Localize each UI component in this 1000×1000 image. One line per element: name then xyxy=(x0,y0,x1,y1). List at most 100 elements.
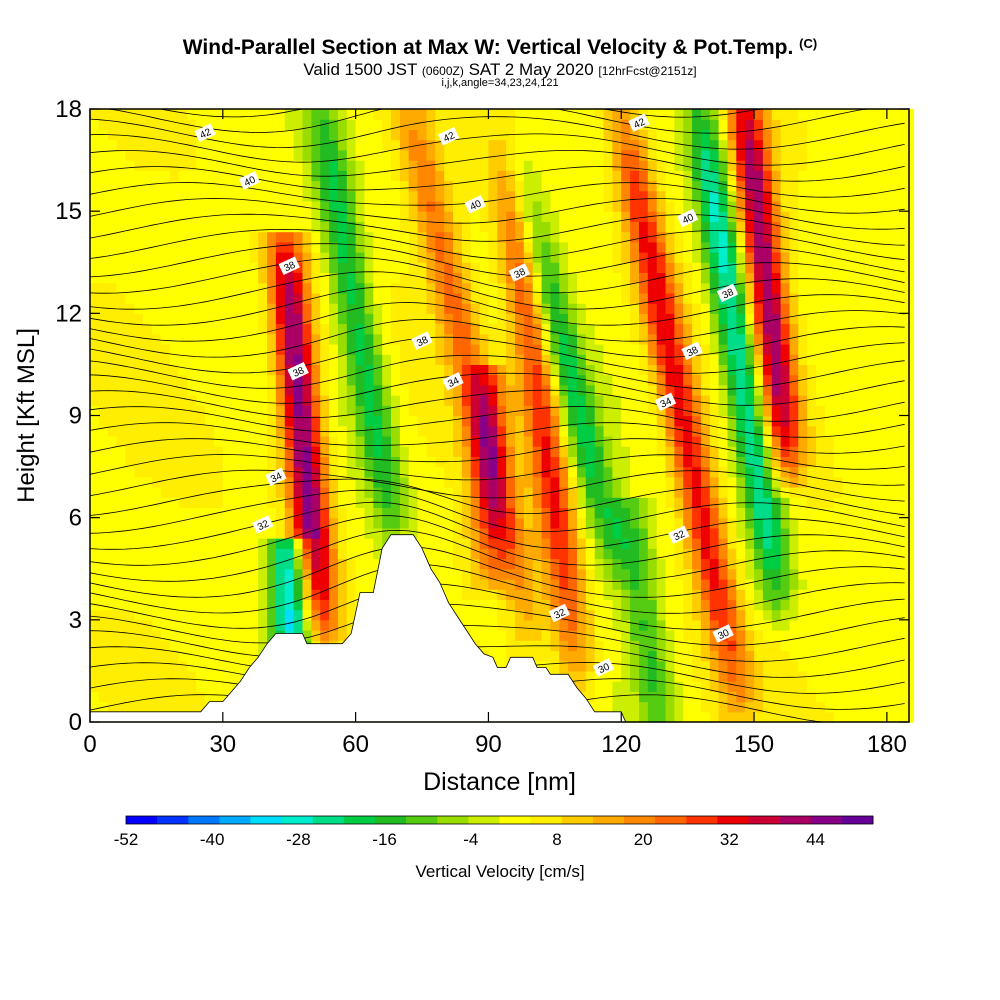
field-cell xyxy=(683,282,693,294)
field-cell xyxy=(656,599,667,611)
field-cell xyxy=(249,527,259,539)
field-cell xyxy=(798,149,808,161)
field-cell xyxy=(178,517,188,529)
field-cell xyxy=(789,364,799,376)
field-cell xyxy=(532,558,543,570)
field-cell xyxy=(692,660,702,672)
field-cell xyxy=(373,354,383,365)
field-cell xyxy=(709,497,720,508)
field-cell xyxy=(585,333,596,345)
field-cell xyxy=(709,129,720,141)
field-cell xyxy=(718,313,729,325)
field-cell xyxy=(762,292,773,304)
field-cell xyxy=(284,303,295,314)
field-cell xyxy=(293,149,304,161)
field-cell xyxy=(647,548,658,560)
field-cell xyxy=(417,395,428,406)
field-cell xyxy=(408,487,419,498)
field-cell xyxy=(647,292,658,304)
field-cell xyxy=(479,558,490,570)
field-cell xyxy=(205,589,215,600)
field-cell xyxy=(284,119,295,130)
field-cell xyxy=(585,149,596,161)
field-cell xyxy=(798,160,808,171)
field-cell xyxy=(311,589,321,600)
field-cell xyxy=(267,548,277,560)
field-cell xyxy=(169,568,180,580)
field-cell xyxy=(258,364,268,376)
field-cell xyxy=(444,497,454,508)
field-cell xyxy=(550,425,560,437)
field-cell xyxy=(461,395,472,406)
field-cell xyxy=(160,323,171,335)
field-cell xyxy=(523,282,534,294)
field-cell xyxy=(187,333,197,345)
field-cell xyxy=(470,180,481,192)
field-cell xyxy=(692,374,702,386)
field-cell xyxy=(559,579,569,590)
field-cell xyxy=(178,139,188,151)
field-cell xyxy=(417,354,428,365)
field-cell xyxy=(337,323,348,335)
field-cell xyxy=(683,119,693,130)
field-cell xyxy=(364,456,374,468)
field-cell xyxy=(577,262,587,273)
field-cell xyxy=(249,190,259,202)
field-cell xyxy=(789,466,799,478)
field-cell xyxy=(754,395,764,406)
field-cell xyxy=(789,292,799,304)
field-cell xyxy=(488,231,498,243)
field-cell xyxy=(603,507,613,519)
field-cell xyxy=(780,109,791,120)
field-cell xyxy=(461,446,472,457)
field-cell xyxy=(683,231,693,243)
field-cell xyxy=(346,568,357,580)
field-cell xyxy=(399,282,410,294)
field-cell xyxy=(399,527,410,539)
field-cell xyxy=(107,568,118,580)
field-cell xyxy=(178,691,188,703)
field-cell xyxy=(364,405,374,417)
field-cell xyxy=(293,384,304,396)
field-cell xyxy=(745,527,755,539)
field-cell xyxy=(116,609,127,621)
field-cell xyxy=(639,313,649,325)
field-cell xyxy=(391,190,401,202)
field-cell xyxy=(461,211,472,222)
field-cell xyxy=(568,303,578,314)
field-cell xyxy=(196,548,206,560)
field-cell xyxy=(196,160,206,171)
field-cell xyxy=(205,681,215,692)
field-cell xyxy=(816,446,826,457)
field-cell xyxy=(674,630,684,641)
field-cell xyxy=(603,670,613,682)
field-cell xyxy=(320,149,330,161)
field-cell xyxy=(577,333,587,345)
field-cell xyxy=(559,170,569,182)
field-cell xyxy=(382,425,392,437)
field-cell xyxy=(214,517,224,529)
field-cell xyxy=(160,221,171,233)
field-cell xyxy=(780,599,791,611)
field-cell xyxy=(311,435,321,447)
field-cell xyxy=(727,487,737,498)
field-cell xyxy=(337,456,348,468)
field-cell xyxy=(745,415,755,427)
field-cell xyxy=(125,395,135,406)
field-cell xyxy=(674,476,684,488)
field-cell xyxy=(780,701,791,713)
field-cell xyxy=(160,364,171,376)
field-cell xyxy=(630,476,640,488)
field-cell xyxy=(550,568,560,580)
field-cell xyxy=(515,425,525,437)
field-cell xyxy=(196,241,206,253)
field-cell xyxy=(249,374,259,386)
field-cell xyxy=(453,333,463,345)
field-cell xyxy=(426,282,436,294)
field-cell xyxy=(789,579,799,590)
field-cell xyxy=(90,200,100,212)
field-cell xyxy=(98,231,109,243)
field-cell xyxy=(816,241,826,253)
field-cell xyxy=(382,384,392,396)
field-cell xyxy=(444,149,454,161)
